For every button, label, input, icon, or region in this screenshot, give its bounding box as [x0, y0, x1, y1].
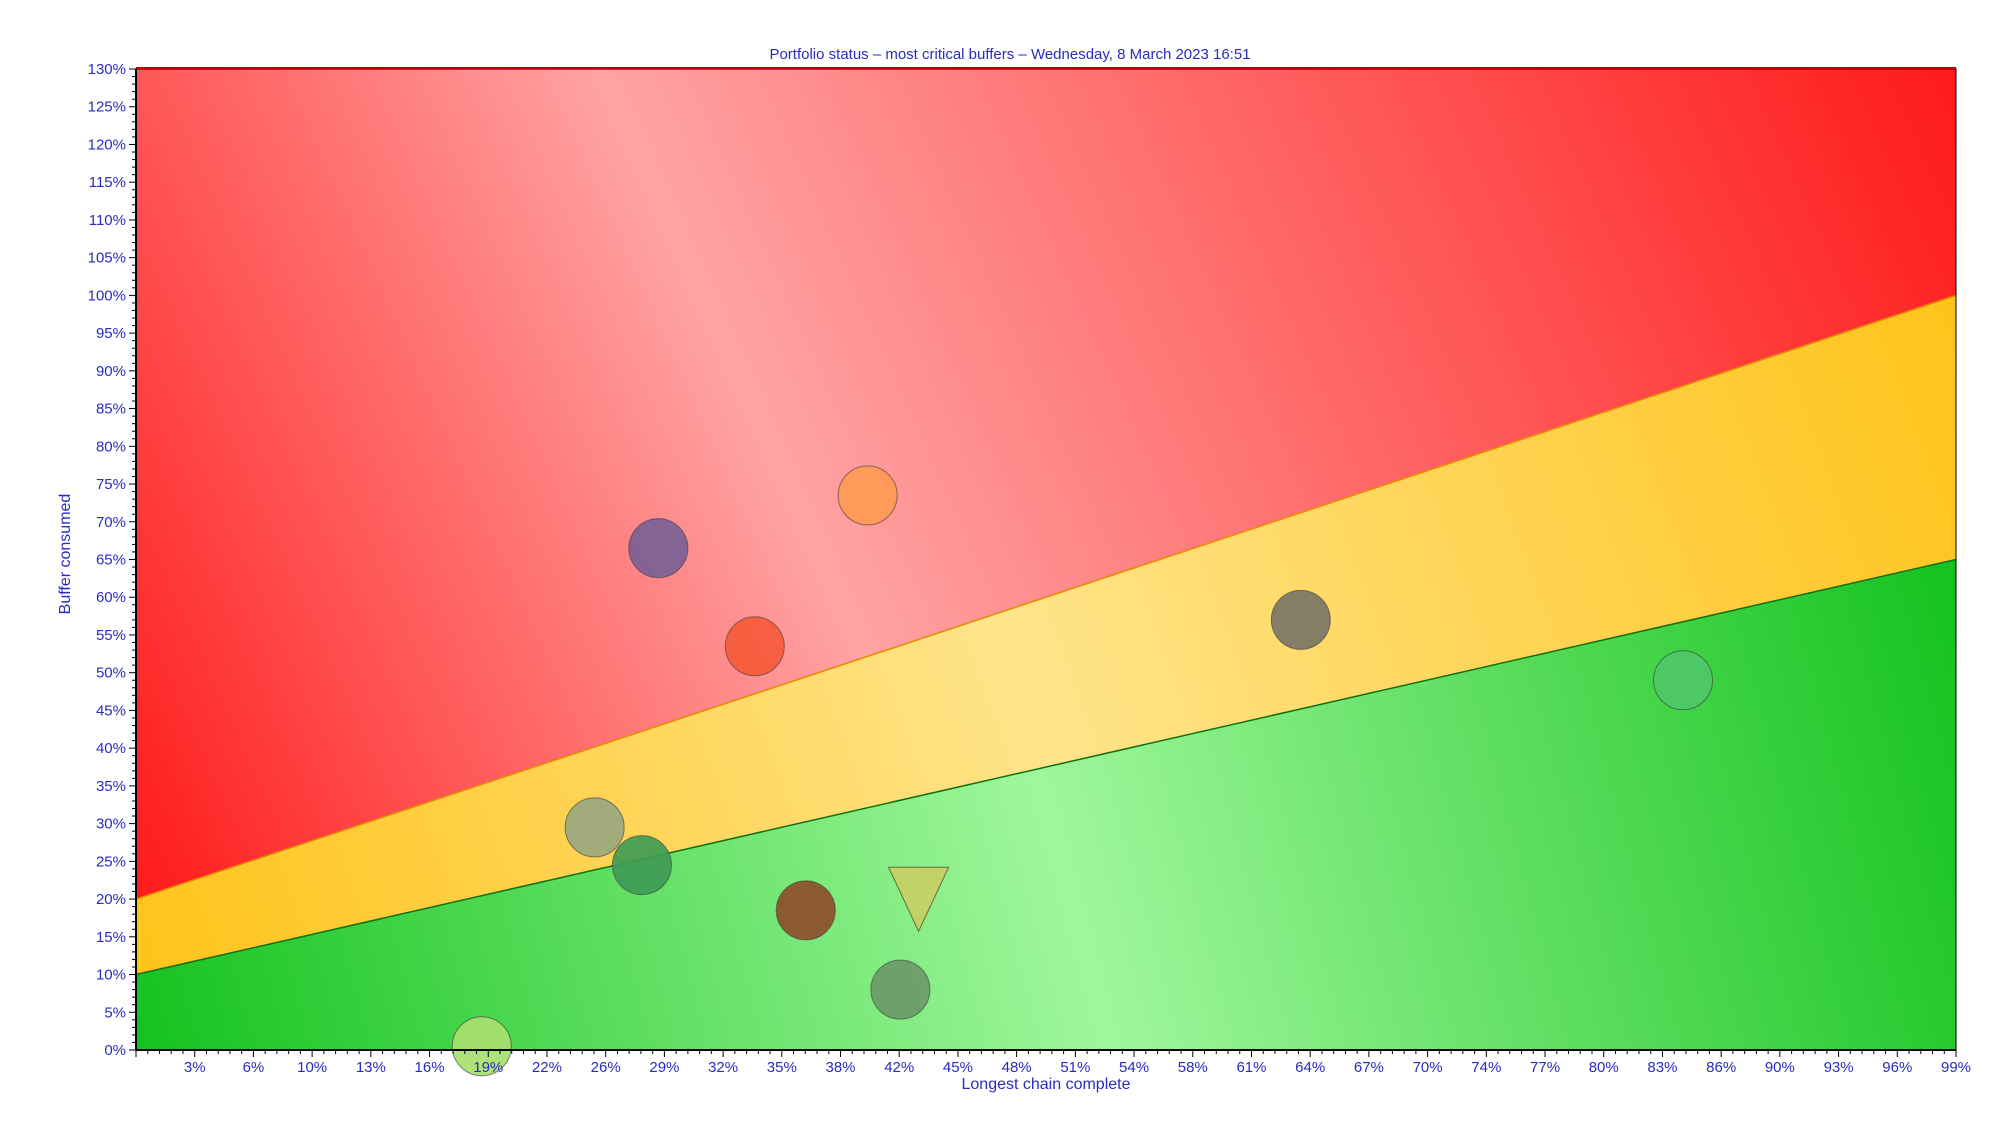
green-zone: [136, 559, 1956, 1050]
chart-title: Portfolio status – most critical buffers…: [769, 46, 1250, 63]
y-tick-label: 60%: [96, 589, 126, 606]
x-tick-label: 77%: [1530, 1059, 1560, 1076]
y-tick-label: 90%: [96, 363, 126, 380]
data-point: [1270, 589, 1331, 650]
x-tick-label: 16%: [415, 1059, 445, 1076]
y-tick-label: 35%: [96, 778, 126, 795]
y-tick-label: 20%: [96, 891, 126, 908]
x-tick-label: 93%: [1824, 1059, 1854, 1076]
y-tick-label: 50%: [96, 665, 126, 682]
data-point-triangle: [887, 866, 950, 933]
y-tick-label: 0%: [104, 1042, 126, 1059]
x-tick-label: 70%: [1413, 1059, 1443, 1076]
y-tick-label: 55%: [96, 627, 126, 644]
y-tick-label: 75%: [96, 476, 126, 493]
y-axis-title: Buffer consumed: [57, 494, 74, 615]
x-tick-label: 90%: [1765, 1059, 1795, 1076]
x-tick-label: 19%: [473, 1059, 503, 1076]
x-tick-label: 3%: [184, 1059, 206, 1076]
x-tick-label: 61%: [1236, 1059, 1266, 1076]
y-tick-label: 100%: [88, 287, 126, 304]
y-tick-label: 40%: [96, 740, 126, 757]
x-tick-label: 96%: [1882, 1059, 1912, 1076]
x-tick-label: 35%: [767, 1059, 797, 1076]
y-tick-label: 30%: [96, 816, 126, 833]
x-tick-label: 58%: [1178, 1059, 1208, 1076]
x-tick-label: 13%: [356, 1059, 386, 1076]
yellow-zone-boundary: [135, 294, 1957, 900]
y-tick-label: 25%: [96, 853, 126, 870]
x-tick-label: 29%: [649, 1059, 679, 1076]
y-tick-label: 125%: [88, 99, 126, 116]
y-tick-label: 120%: [88, 136, 126, 153]
y-tick-label: 110%: [89, 212, 126, 229]
y-tick-label: 80%: [96, 438, 126, 455]
x-tick-label: 64%: [1295, 1059, 1325, 1076]
data-point: [564, 797, 625, 858]
y-axis-ticks: 0% 5% 10% 15% 20% 25% 30% 35% 40% 45% 50% 55% 60% 65%…: [88, 61, 136, 1059]
data-point: [628, 518, 689, 579]
y-tick-label: 10%: [96, 967, 126, 984]
data-point: [837, 465, 898, 526]
data-point: [611, 835, 672, 896]
y-tick-label: 5%: [104, 1004, 126, 1021]
data-point: [775, 880, 836, 941]
x-tick-label: 80%: [1589, 1059, 1619, 1076]
x-tick-label: 10%: [297, 1059, 327, 1076]
x-tick-label: 67%: [1354, 1059, 1384, 1076]
y-tick-label: 85%: [96, 401, 126, 418]
x-tick-label: 99%: [1941, 1059, 1971, 1076]
x-tick-label: 83%: [1647, 1059, 1677, 1076]
x-tick-label: 38%: [826, 1059, 856, 1076]
data-points: [451, 465, 1713, 1077]
y-tick-label: 45%: [96, 702, 126, 719]
x-tick-label: 74%: [1471, 1059, 1501, 1076]
x-tick-label: 48%: [1002, 1059, 1032, 1076]
y-tick-label: 95%: [96, 325, 126, 342]
data-point: [870, 959, 931, 1020]
data-point: [451, 1016, 512, 1077]
y-tick-label: 105%: [88, 250, 126, 267]
x-tick-label: 51%: [1060, 1059, 1090, 1076]
x-tick-label: 54%: [1119, 1059, 1149, 1076]
x-tick-label: 32%: [708, 1059, 738, 1076]
x-tick-label: 22%: [532, 1059, 562, 1076]
x-tick-label: 86%: [1706, 1059, 1736, 1076]
y-tick-label: 70%: [96, 514, 126, 531]
x-axis-ticks: 3% 6% 10% 13% 16% 19% 22% 26% 29% 32% 35% 38% 42% 45%…: [135, 1050, 1971, 1076]
x-tick-label: 26%: [591, 1059, 621, 1076]
data-point: [1653, 650, 1713, 711]
y-tick-label: 130%: [88, 61, 126, 78]
data-point: [724, 616, 785, 677]
x-tick-label: 45%: [943, 1059, 973, 1076]
green-zone-boundary: [135, 558, 1957, 976]
red-zone: [136, 69, 1956, 900]
x-tick-label: 42%: [884, 1059, 914, 1076]
y-tick-label: 115%: [89, 174, 126, 191]
y-tick-label: 65%: [96, 552, 126, 569]
x-tick-label: 6%: [243, 1059, 265, 1076]
x-axis-title: Longest chain complete: [962, 1076, 1131, 1093]
y-tick-label: 15%: [96, 929, 126, 946]
